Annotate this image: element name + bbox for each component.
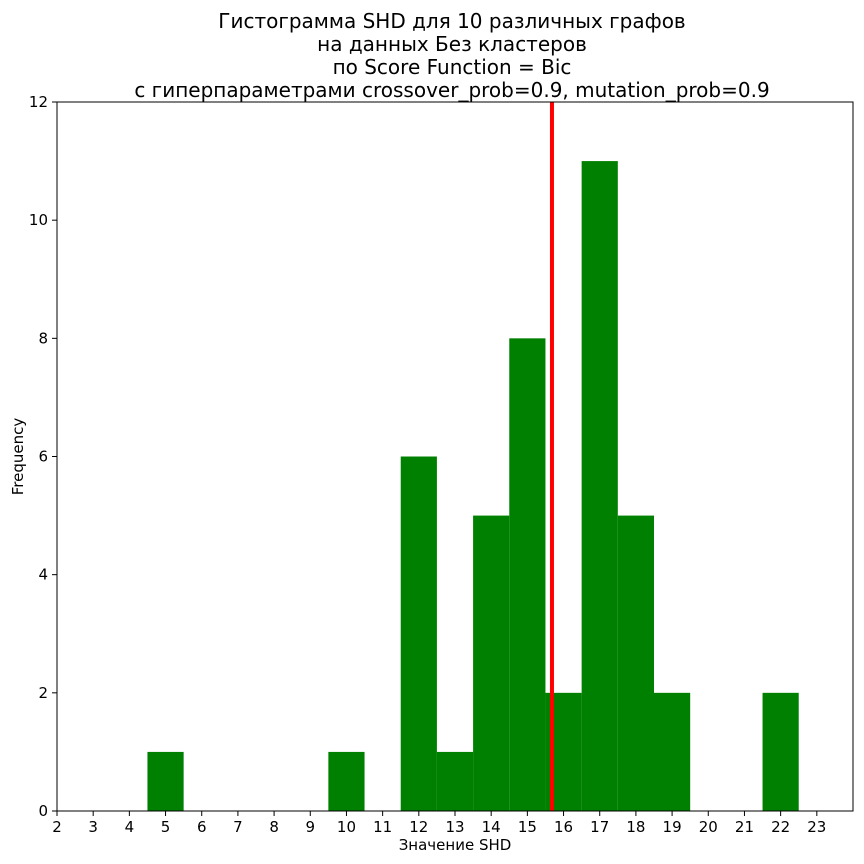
- histogram-bar: [762, 692, 799, 811]
- plot-frame: [56, 101, 854, 812]
- x-tick-label: 23: [807, 818, 826, 836]
- histogram-bar: [581, 161, 618, 812]
- y-tick-label: 12: [29, 93, 48, 111]
- x-tick-label: 12: [409, 818, 428, 836]
- x-tick-label: 11: [373, 818, 392, 836]
- bars: [147, 161, 799, 812]
- chart-title-line: по Score Function = Bic: [333, 55, 572, 79]
- x-tick-label: 19: [663, 818, 682, 836]
- x-tick-label: 9: [305, 818, 315, 836]
- x-tick-label: 13: [445, 818, 464, 836]
- x-tick-label: 2: [52, 818, 62, 836]
- y-tick-label: 0: [38, 802, 48, 820]
- histogram-bar: [436, 751, 474, 811]
- histogram-bar: [328, 751, 365, 811]
- y-tick-label: 2: [38, 684, 48, 702]
- x-axis: 2 3 4 5 6 7 8 9 10 11 12 13 14 15 16 17 18 19 20 21 22 23: [52, 811, 826, 836]
- x-tick-label: 21: [735, 818, 754, 836]
- x-tick-label: 16: [554, 818, 573, 836]
- x-tick-label: 5: [161, 818, 171, 836]
- chart-title-line: Гистограмма SHD для 10 различных графов: [218, 9, 685, 33]
- histogram-bar: [400, 456, 437, 811]
- x-axis-label: Значение SHD: [399, 836, 512, 854]
- x-tick-label: 18: [626, 818, 645, 836]
- y-tick-label: 6: [38, 448, 48, 466]
- x-tick-label: 4: [125, 818, 135, 836]
- x-tick-label: 6: [197, 818, 207, 836]
- x-tick-label: 3: [88, 818, 98, 836]
- chart-title: Гистограмма SHD для 10 различных графовн…: [134, 9, 769, 102]
- histogram-bar: [473, 515, 510, 811]
- x-tick-label: 17: [590, 818, 609, 836]
- histogram-bar: [509, 338, 546, 811]
- y-tick-label: 10: [29, 211, 48, 229]
- y-tick-label: 4: [38, 566, 48, 584]
- x-tick-label: 15: [518, 818, 537, 836]
- x-tick-label: 10: [337, 818, 356, 836]
- x-tick-label: 22: [771, 818, 790, 836]
- y-axis: 0 2 4 6 8 10 12: [29, 93, 57, 820]
- histogram-bar: [617, 515, 654, 811]
- histogram-bar: [147, 751, 184, 811]
- x-tick-label: 8: [269, 818, 279, 836]
- chart-title-line: с гиперпараметрами crossover_prob=0.9, m…: [134, 78, 769, 102]
- x-tick-label: 7: [233, 818, 243, 836]
- x-tick-label: 14: [482, 818, 501, 836]
- y-tick-label: 8: [38, 329, 48, 347]
- x-tick-label: 20: [699, 818, 718, 836]
- chart-title-line: на данных Без кластеров: [317, 32, 587, 56]
- histogram-bar: [654, 692, 691, 811]
- y-axis-label: Frequency: [9, 418, 27, 496]
